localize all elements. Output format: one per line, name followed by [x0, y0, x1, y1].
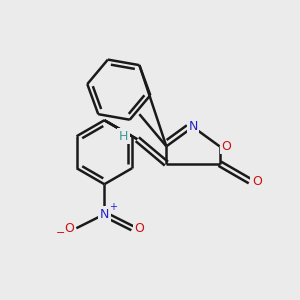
Text: O: O [134, 222, 144, 235]
Text: O: O [64, 222, 74, 235]
Text: −: − [56, 228, 65, 238]
Text: O: O [252, 175, 262, 188]
Text: +: + [110, 202, 117, 212]
Text: H: H [118, 130, 128, 143]
Text: N: N [100, 208, 109, 221]
Text: N: N [188, 121, 198, 134]
Text: O: O [222, 140, 232, 153]
